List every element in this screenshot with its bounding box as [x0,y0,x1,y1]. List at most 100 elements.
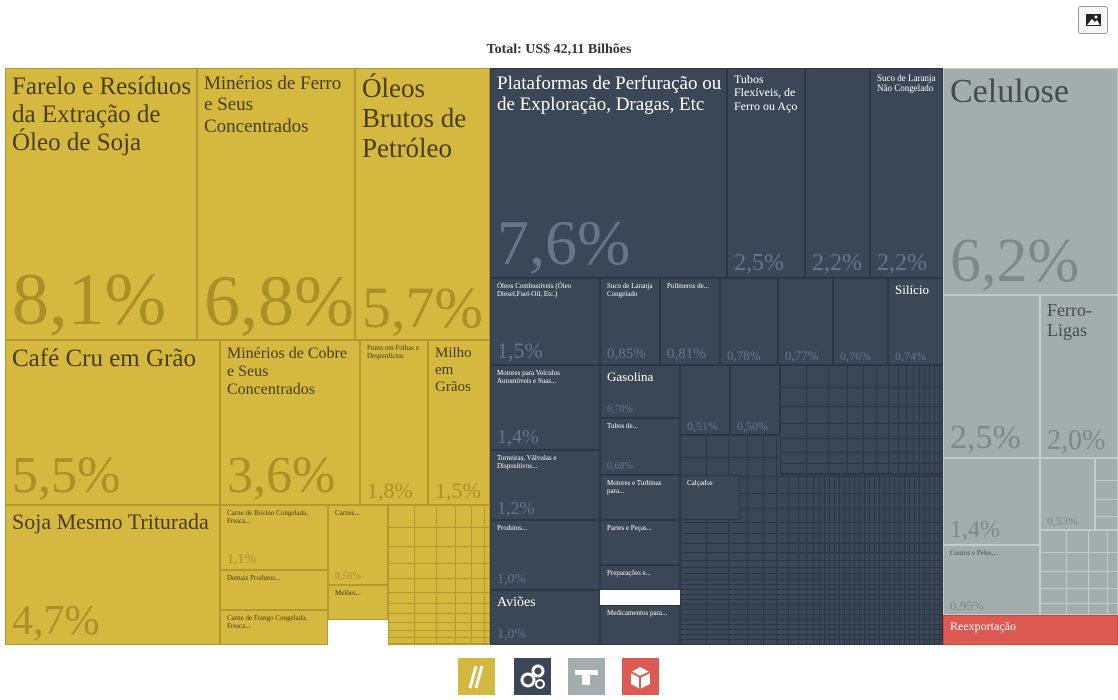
treemap-cell: Partes e Peças... [600,520,680,565]
treemap-cell: Café Cru em Grão 5,5% [5,340,220,505]
cell-label: Medicamentos para... [607,609,668,617]
treemap-cell: Minérios de Ferro e Seus Concentrados 6,8… [197,68,355,340]
cell-divider [924,365,926,475]
cell-label: Silício [895,282,929,297]
cell-value-label: 1,0% [497,627,527,642]
cell-value-label: 0,95% [950,598,984,613]
cell-value-label: 1,2% [497,498,535,518]
cell-divider [680,533,943,535]
treemap-cell: Soja Mesmo Triturada 4,7% [5,505,220,645]
image-icon [1086,14,1101,26]
cell-value-label: 0,56% [335,571,361,582]
cell-divider [889,435,891,645]
cell-divider [884,435,886,645]
legend-agro[interactable] [458,658,495,695]
cell-divider [680,633,943,635]
cell-value-label: 6,8% [204,261,354,340]
cell-divider [904,435,906,645]
cell-value-label: 7,6% [497,207,631,278]
cell-value-label: 0,74% [895,349,926,363]
cell-divider [388,637,490,639]
treemap-cell: Tubos Flexíveis, de Ferro ou Aço 2,5% [727,68,805,278]
cell-value-label: 2,2% [812,250,862,276]
cell-divider [834,435,836,645]
cell-divider [762,435,764,645]
cell-value-label: 2,0% [1047,425,1106,456]
treemap-cell: Produtos... 1,0% [490,520,600,590]
cell-divider [388,603,490,605]
treemap-cell: Suco de Laranja Congelado 0,85% [600,278,660,365]
cell-value-label: 0,50% [737,419,768,433]
cell-divider [746,435,748,645]
treemap-cell: 0,51% [680,365,730,435]
cell-value-label: 0,76% [840,349,871,363]
cell-label: Gasolina [607,369,654,384]
legend-mineral[interactable] [568,658,605,695]
cell-value-label: 1,4% [950,517,1000,543]
cell-label: Ferro-Ligas [1047,300,1092,341]
cell-value-label: 0,81% [667,346,706,362]
cell-divider [1040,588,1118,590]
cell-divider [470,505,472,645]
legend-industry[interactable] [514,658,551,695]
cell-value-label: 1,8% [367,478,413,503]
treemap-cell: Reexportação [943,615,1118,645]
cell-label: Carnes... [335,509,360,517]
cell-label: Motores e Turbinas para... [607,479,662,495]
small-cells [1095,458,1118,530]
treemap-cell: 0,77% [778,278,833,365]
cell-divider [1088,530,1090,615]
cell-divider [680,623,943,625]
cell-divider [680,493,943,495]
cell-value-label: 0,68% [607,461,633,472]
cell-divider [680,603,943,605]
cell-divider [787,435,789,645]
cell-divider [388,563,490,565]
cell-label: Tubos de... [607,422,638,430]
treemap-cell: Melões... [328,585,388,620]
cell-divider [894,435,896,645]
cell-divider [846,365,848,475]
cell-label: Minérios de Cobre e Seus Concentrados [227,345,347,398]
treemap-cell: Motores e Turbinas para... [600,475,680,520]
cell-divider [874,435,876,645]
cell-divider [680,521,943,523]
treemap-cell: Silício 0,74% [888,278,943,365]
cell-divider [1095,480,1118,481]
cell-divider [929,435,931,645]
cell-divider [824,435,826,645]
treemap-cell: Ferro-Ligas 2,0% [1040,295,1118,458]
treemap-cell: Preparações e... [600,565,680,590]
cell-label: Café Cru em Grão [12,345,196,372]
cell-divider [388,527,490,528]
legend-reexport[interactable] [622,658,659,695]
cell-divider [780,473,943,475]
cell-value-label: 3,6% [227,447,336,504]
cell-value-label: 8,1% [12,259,167,340]
cell-label: Milho em Grãos [435,345,472,395]
cell-label: Produtos... [497,524,528,532]
cell-value-label: 0,77% [785,348,819,363]
chart-title: Total: US$ 42,11 Bilhões [486,42,632,57]
cell-divider [813,435,815,645]
treemap-cell: Gasolina 0,70% [600,365,680,418]
cell-divider [939,365,941,475]
cell-divider [680,583,943,585]
small-cells [780,365,943,475]
cell-label: Couros e Peles,... [950,549,999,557]
cell-label: Tubos Flexíveis, de Ferro ou Aço [734,72,798,113]
cell-value-label: 2,5% [950,419,1021,456]
cell-label: Fumo em Folhas e Desperdícios [367,344,419,360]
cell-label: Óleos Brutos de Petróleo [362,73,467,164]
cell-value-label: 5,7% [362,275,483,340]
image-button[interactable] [1078,6,1108,34]
cell-divider [876,365,878,475]
cell-divider [680,593,943,595]
treemap-cell: 1,4% [943,458,1040,545]
cell-divider [862,365,864,475]
cell-divider [388,613,490,615]
cell-value-label: 4,7% [12,598,100,644]
cell-divider [388,591,490,593]
cell-divider [680,552,943,554]
